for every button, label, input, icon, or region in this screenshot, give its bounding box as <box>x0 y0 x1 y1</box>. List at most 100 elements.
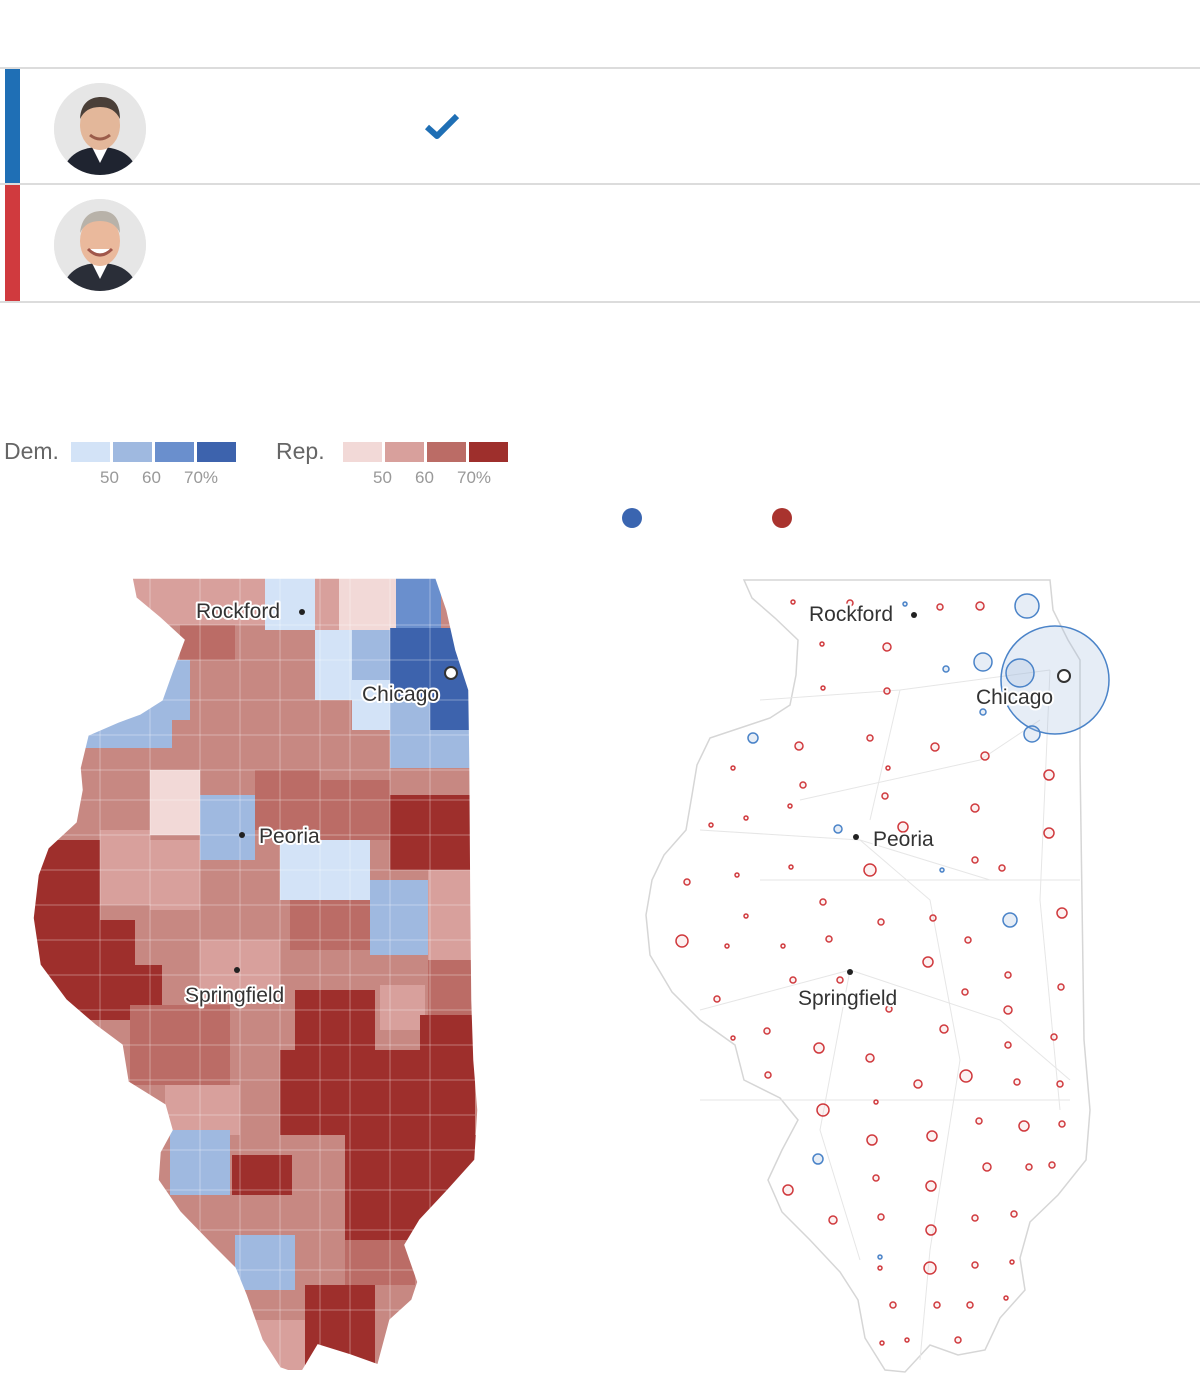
rep-county-bubble <box>998 864 1006 872</box>
rep-county-bubble <box>883 687 891 695</box>
rep-county-bubble <box>764 1071 772 1079</box>
candidate-row-democrat <box>0 67 1200 183</box>
rep-county-bubble <box>828 1215 838 1225</box>
dem-dot-icon <box>622 508 642 528</box>
rep-county-bubble <box>816 1103 830 1117</box>
rep-swatch-2 <box>385 442 424 462</box>
rep-county-bubble <box>813 1042 825 1054</box>
rep-county-bubble <box>879 1340 885 1346</box>
rep-county-bubble <box>763 1027 771 1035</box>
rep-county-bubble <box>836 976 844 984</box>
rep-county-bubble <box>882 642 892 652</box>
rep-county-bubble <box>961 988 969 996</box>
rep-county-bubble <box>966 1301 974 1309</box>
rep-county-bubble <box>1010 1210 1018 1218</box>
dem-county-bubble <box>833 824 843 834</box>
rep-county-bubble <box>925 1180 937 1192</box>
dem-swatch-2 <box>113 442 152 462</box>
rep-county-bubble <box>954 1336 962 1344</box>
chicago-marker <box>1057 669 1071 683</box>
rep-county-bubble <box>964 936 972 944</box>
rep-county-bubble <box>904 1337 910 1343</box>
dem-county-bubble <box>1000 625 1110 735</box>
rep-dot-icon <box>772 508 792 528</box>
dem-county-bubble <box>973 652 993 672</box>
candidate-photo-republican <box>54 199 146 291</box>
rep-county-bubble <box>1056 907 1068 919</box>
rep-county-bubble <box>922 956 934 968</box>
rep-county-bubble <box>820 685 826 691</box>
city-label-chicago: Chicago <box>976 686 1053 709</box>
rep-county-bubble <box>1025 1163 1033 1171</box>
rep-county-bubble <box>1003 1005 1013 1015</box>
candidate-row-republican <box>0 183 1200 303</box>
rep-county-bubble <box>865 1053 875 1063</box>
rep-county-bubble <box>926 1130 938 1142</box>
rep-county-bubble <box>675 934 689 948</box>
rep-county-bubble <box>975 601 985 611</box>
rep-county-bubble <box>936 603 944 611</box>
rep-county-bubble <box>885 765 891 771</box>
rep-county-bubble <box>1018 1120 1030 1132</box>
rep-tick-50: 50 <box>373 468 392 487</box>
rep-county-bubble <box>933 1301 941 1309</box>
city-label-rockford: Rockford <box>196 600 280 623</box>
dem-tick-50: 50 <box>100 468 119 487</box>
city-label-springfield: Springfield <box>798 987 897 1010</box>
rep-county-bubble <box>789 976 797 984</box>
dem-county-bubble <box>939 867 945 873</box>
peoria-marker <box>239 832 245 838</box>
rep-county-bubble <box>877 1213 885 1221</box>
rep-county-bubble <box>1058 1120 1066 1128</box>
republican-party-bar <box>5 185 20 301</box>
rep-tick-60: 60 <box>415 468 434 487</box>
rep-swatch-4 <box>469 442 508 462</box>
rep-county-bubble <box>877 918 885 926</box>
rep-county-bubble <box>794 741 804 751</box>
person-icon <box>54 83 146 175</box>
rockford-marker <box>299 609 305 615</box>
rep-county-bubble <box>889 1301 897 1309</box>
rep-county-bubble <box>1043 827 1055 839</box>
rep-county-bubble <box>1004 971 1012 979</box>
dem-tick-70: 70% <box>184 468 219 487</box>
city-label-springfield: Springfield <box>185 984 284 1007</box>
rep-county-bubble <box>1043 769 1055 781</box>
city-label-rockford: Rockford <box>809 603 893 626</box>
rep-county-bubble <box>877 1265 883 1271</box>
rep-county-bubble <box>713 995 721 1003</box>
rockford-marker <box>911 612 917 618</box>
dem-swatch-4 <box>197 442 236 462</box>
peoria-marker <box>853 834 859 840</box>
rep-county-bubble <box>1004 1041 1012 1049</box>
dem-county-bubble <box>1014 593 1040 619</box>
dem-swatch-1 <box>71 442 110 462</box>
rep-county-bubble <box>787 803 793 809</box>
rep-county-bubble <box>872 1174 880 1182</box>
rep-swatch-1 <box>343 442 382 462</box>
rep-county-bubble <box>971 1261 979 1269</box>
springfield-marker <box>234 967 240 973</box>
rep-county-bubble <box>1056 1080 1064 1088</box>
rep-county-bubble <box>790 599 796 605</box>
rep-county-bubble <box>873 1099 879 1105</box>
rep-county-bubble <box>913 1079 923 1089</box>
dem-swatch-3 <box>155 442 194 462</box>
springfield-marker <box>847 969 853 975</box>
rep-county-bubble <box>724 943 730 949</box>
rep-county-bubble <box>782 1184 794 1196</box>
dem-county-bubble <box>1002 912 1018 928</box>
winner-check-icon <box>424 113 460 139</box>
rep-county-bubble <box>819 641 825 647</box>
rep-county-bubble <box>975 1117 983 1125</box>
rep-county-bubble <box>897 821 909 833</box>
rep-county-bubble <box>929 914 937 922</box>
rep-county-bubble <box>1057 983 1065 991</box>
rep-county-bubble <box>788 864 794 870</box>
rep-county-bubble <box>939 1024 949 1034</box>
city-label-peoria: Peoria <box>259 825 320 848</box>
person-icon <box>54 199 146 291</box>
rep-county-bubble <box>866 734 874 742</box>
rep-county-bubble <box>1013 1078 1021 1086</box>
dem-county-bubble <box>1005 658 1035 688</box>
